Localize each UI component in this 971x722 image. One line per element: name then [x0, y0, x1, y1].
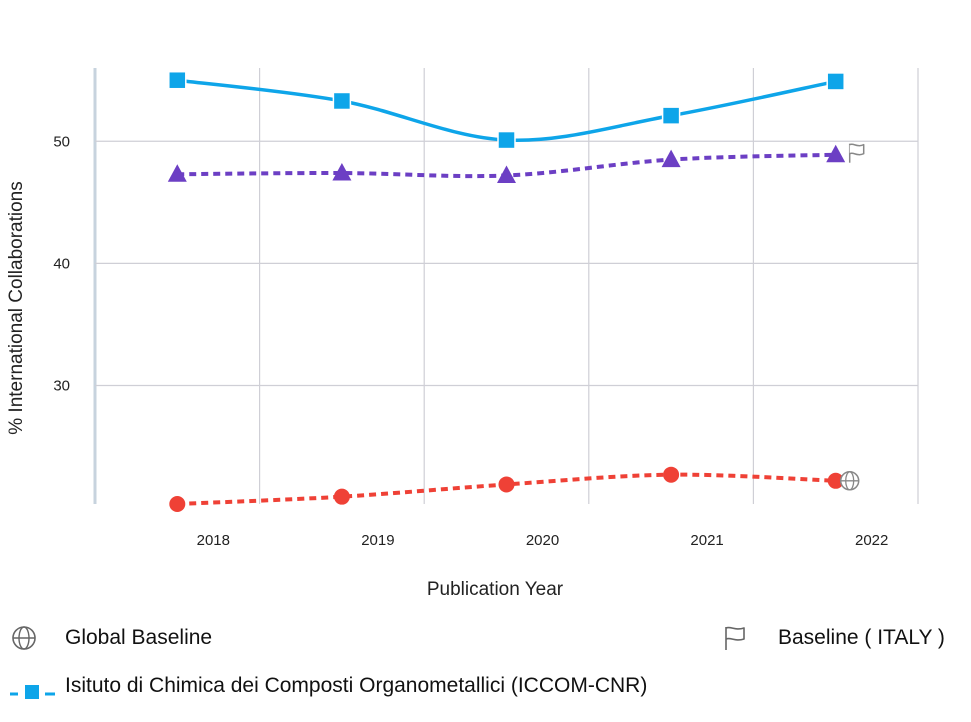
x-tick-label: 2022: [855, 532, 888, 549]
globe-icon: [839, 471, 860, 491]
data-point-baseline-italy[interactable]: [497, 165, 516, 183]
end-icons: [839, 143, 865, 491]
dashed-square-marker-icon: [10, 685, 55, 699]
data-point-baseline-italy[interactable]: [661, 149, 681, 168]
data-point-global-baseline[interactable]: [663, 466, 680, 483]
data-point-global-baseline[interactable]: [498, 476, 515, 493]
flag-icon: [848, 143, 865, 163]
series-layer: [167, 70, 846, 512]
y-tick-label: 50: [53, 133, 70, 150]
y-tick-label: 30: [53, 378, 70, 395]
data-point-global-baseline[interactable]: [333, 488, 350, 505]
x-tick-label: 2019: [361, 532, 394, 549]
data-point-global-baseline[interactable]: [169, 496, 186, 512]
legend-item-global-baseline[interactable]: Global Baseline: [10, 624, 212, 652]
legend-label-baseline-italy: Baseline ( ITALY ): [778, 626, 945, 649]
legend: Global Baseline Baseline ( ITALY ) Isitu…: [0, 620, 971, 720]
flag-icon: [725, 626, 745, 650]
data-point-iccom-cnr[interactable]: [826, 72, 845, 91]
data-point-iccom-cnr[interactable]: [168, 70, 187, 90]
y-tick-label: 40: [53, 255, 70, 272]
legend-item-baseline-italy[interactable]: Baseline ( ITALY ): [722, 624, 945, 652]
x-tick-label: 2021: [690, 532, 723, 549]
data-point-iccom-cnr[interactable]: [497, 130, 516, 150]
line-chart: 30 40 50 2018 2019 2020 2021 2022 Publication Y…: [6, 68, 919, 600]
x-tick-label: 2020: [526, 532, 559, 549]
data-point-baseline-italy[interactable]: [167, 164, 187, 182]
data-point-baseline-italy[interactable]: [332, 163, 352, 181]
x-tick-label: 2018: [197, 532, 230, 549]
globe-icon: [12, 626, 36, 650]
data-point-iccom-cnr[interactable]: [332, 91, 352, 111]
data-point-iccom-cnr[interactable]: [661, 106, 681, 125]
data-point-global-baseline[interactable]: [827, 472, 844, 489]
x-axis-title: Publication Year: [427, 579, 564, 600]
legend-label-global-baseline: Global Baseline: [65, 626, 213, 649]
data-point-baseline-italy[interactable]: [826, 144, 846, 163]
axes: 30 40 50 2018 2019 2020 2021 2022: [53, 133, 888, 549]
legend-item-iccom-cnr[interactable]: Isituto di Chimica dei Composti Organome…: [10, 672, 647, 700]
y-axis-title: % International Collaborations: [6, 181, 27, 435]
legend-label-iccom-cnr: Isituto di Chimica dei Composti Organome…: [65, 674, 648, 697]
